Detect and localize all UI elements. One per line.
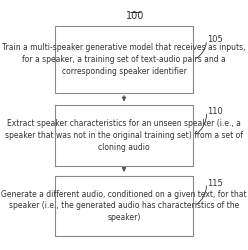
FancyBboxPatch shape (55, 176, 193, 236)
Text: Train a multi-speaker generative model that receives as inputs,
for a speaker, a: Train a multi-speaker generative model t… (2, 43, 246, 76)
FancyBboxPatch shape (55, 105, 193, 166)
Text: 110: 110 (208, 107, 223, 116)
FancyBboxPatch shape (55, 26, 193, 93)
Text: Generate a different audio, conditioned on a given text, for that
speaker (i.e.,: Generate a different audio, conditioned … (1, 190, 247, 222)
Text: Extract speaker characteristics for an unseen speaker (i.e., a
speaker that was : Extract speaker characteristics for an u… (5, 119, 243, 152)
Text: 115: 115 (208, 178, 223, 188)
Text: 105: 105 (208, 35, 223, 44)
Text: 100: 100 (0, 249, 1, 250)
Text: 100: 100 (126, 11, 145, 21)
